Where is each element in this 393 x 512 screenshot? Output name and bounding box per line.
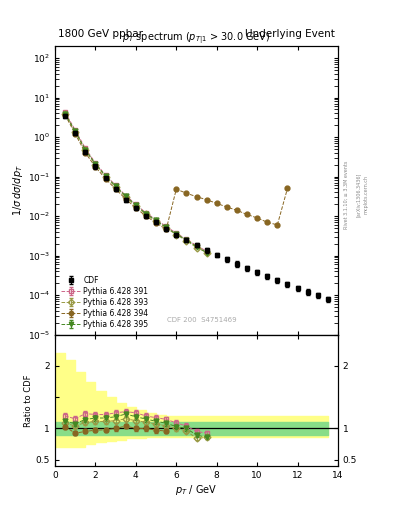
Text: Underlying Event: Underlying Event (245, 29, 335, 39)
Legend: CDF, Pythia 6.428 391, Pythia 6.428 393, Pythia 6.428 394, Pythia 6.428 395: CDF, Pythia 6.428 391, Pythia 6.428 393,… (59, 274, 151, 331)
Text: CDF 200  S4751469: CDF 200 S4751469 (167, 317, 237, 323)
Y-axis label: Ratio to CDF: Ratio to CDF (24, 374, 33, 426)
Y-axis label: $1/\sigma\, d\sigma/dp_T$: $1/\sigma\, d\sigma/dp_T$ (11, 164, 25, 217)
Text: Rivet 3.1.10; ≥ 3.3M events: Rivet 3.1.10; ≥ 3.3M events (344, 160, 349, 229)
Title: $p_T$ spectrum ($p_{T|1}$ > 30.0 GeV): $p_T$ spectrum ($p_{T|1}$ > 30.0 GeV) (122, 30, 271, 46)
Text: [arXiv:1306.3436]: [arXiv:1306.3436] (356, 173, 361, 217)
Text: 1800 GeV ppbar: 1800 GeV ppbar (58, 29, 143, 39)
Text: mcplots.cern.ch: mcplots.cern.ch (364, 175, 369, 214)
X-axis label: $p_T$ / GeV: $p_T$ / GeV (175, 482, 218, 497)
